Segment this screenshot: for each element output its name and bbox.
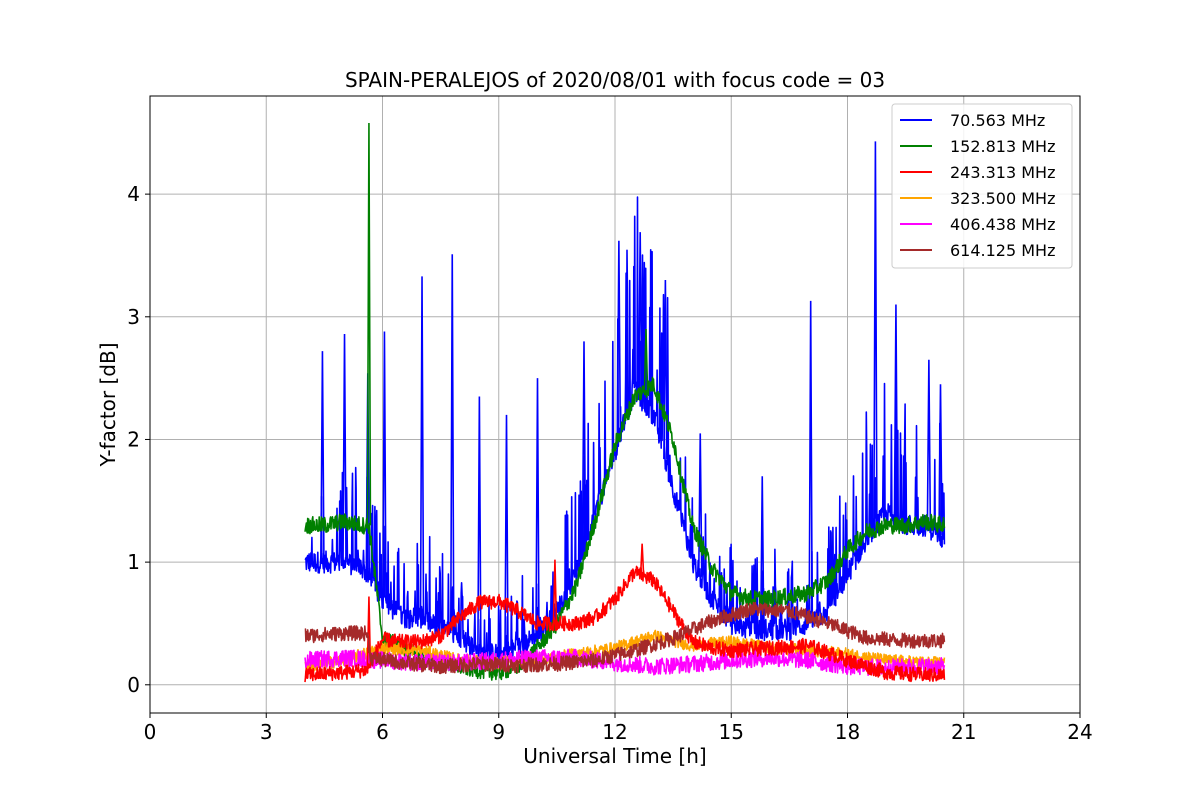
series-peak — [637, 232, 643, 398]
y-axis-label: Y-factor [dB] — [96, 342, 120, 467]
chart-title: SPAIN-PERALEJOS of 2020/08/01 with focus… — [345, 68, 885, 92]
legend-label: 243.313 MHz — [950, 163, 1055, 182]
x-tick-label: 9 — [492, 720, 505, 744]
x-tick-label: 18 — [835, 720, 860, 744]
x-axis-label: Universal Time [h] — [523, 744, 706, 768]
x-tick-label: 0 — [144, 720, 157, 744]
series-trace — [304, 565, 946, 683]
series-3-line — [304, 629, 946, 673]
series-peak — [873, 141, 878, 527]
series-peak — [477, 396, 482, 655]
series-peak — [893, 304, 899, 520]
series-peak — [581, 341, 587, 550]
y-tick-label: 0 — [127, 673, 140, 697]
series-5-line — [304, 601, 946, 675]
x-tick-label: 15 — [719, 720, 744, 744]
series-peak — [535, 378, 540, 636]
series-peak — [419, 276, 425, 618]
legend-label: 406.438 MHz — [950, 215, 1055, 234]
series-peak — [449, 254, 455, 634]
y-tick-label: 2 — [127, 427, 140, 451]
y-tick-label: 3 — [127, 305, 140, 329]
legend-box — [891, 103, 1073, 269]
y-tick-label: 4 — [127, 182, 140, 206]
series-trace — [304, 196, 946, 666]
series-peak — [663, 279, 668, 460]
series-peak — [639, 543, 645, 576]
y-tick-label: 1 — [127, 550, 140, 574]
series-peak — [504, 414, 509, 652]
series-peak — [366, 122, 372, 526]
legend-label: 152.813 MHz — [950, 137, 1055, 156]
legend-label: 323.500 MHz — [950, 189, 1055, 208]
series-peak — [697, 433, 703, 577]
series-peak — [643, 329, 649, 390]
series-peak — [616, 240, 622, 440]
series-peak — [938, 384, 943, 536]
series-peak — [382, 331, 387, 601]
legend: 70.563 MHz 152.813 MHz 243.313 MHz 323.500 … — [891, 103, 1073, 269]
x-tick-label: 21 — [951, 720, 976, 744]
x-tick-label: 24 — [1067, 720, 1092, 744]
legend-label: 70.563 MHz — [950, 111, 1045, 130]
x-tick-label: 12 — [602, 720, 627, 744]
series-peak — [320, 351, 325, 563]
series-peak — [552, 559, 558, 624]
x-tick-label: 3 — [260, 720, 273, 744]
series-peak — [926, 359, 932, 528]
legend-label: 614.125 MHz — [950, 241, 1055, 260]
series-peak — [759, 476, 765, 630]
series-layer — [304, 122, 946, 683]
series-trace — [304, 601, 946, 675]
series-peak — [808, 300, 813, 623]
series-peak — [342, 333, 347, 563]
series-trace — [304, 629, 946, 673]
x-tick-label: 6 — [376, 720, 389, 744]
